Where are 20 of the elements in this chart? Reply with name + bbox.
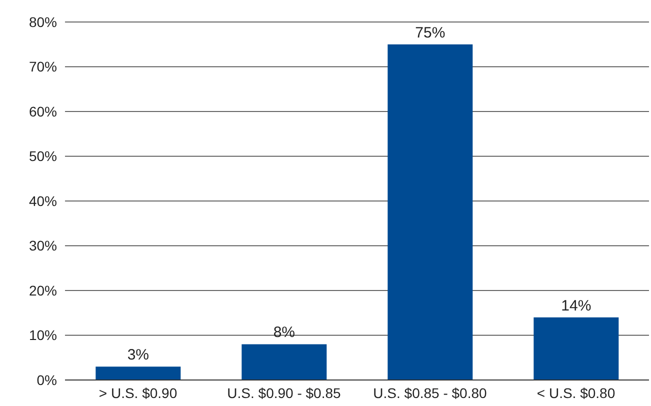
y-tick-label: 50% (28, 148, 57, 164)
bar (96, 366, 181, 380)
x-tick-label: < U.S. $0.80 (536, 384, 616, 401)
y-tick-label: 40% (28, 192, 57, 209)
y-tick-label: 10% (28, 327, 57, 344)
y-tick-label: 30% (28, 238, 57, 254)
y-tick-label: 20% (28, 282, 57, 298)
bar (534, 317, 619, 380)
data-label: 75% (415, 24, 446, 42)
bar (242, 344, 327, 380)
y-tick-label: 80% (28, 14, 57, 30)
x-tick-label: U.S. $0.90 - $0.85 (227, 384, 342, 401)
y-tick-label: 70% (28, 58, 57, 75)
x-tick-label: U.S. $0.85 - $0.80 (373, 384, 488, 401)
x-tick-label: > U.S. $0.90 (98, 384, 178, 401)
data-label: 3% (127, 346, 150, 364)
data-label: 14% (561, 297, 592, 314)
bar (388, 44, 473, 380)
y-tick-label: 60% (28, 103, 57, 120)
y-tick-label: 0% (36, 372, 57, 388)
